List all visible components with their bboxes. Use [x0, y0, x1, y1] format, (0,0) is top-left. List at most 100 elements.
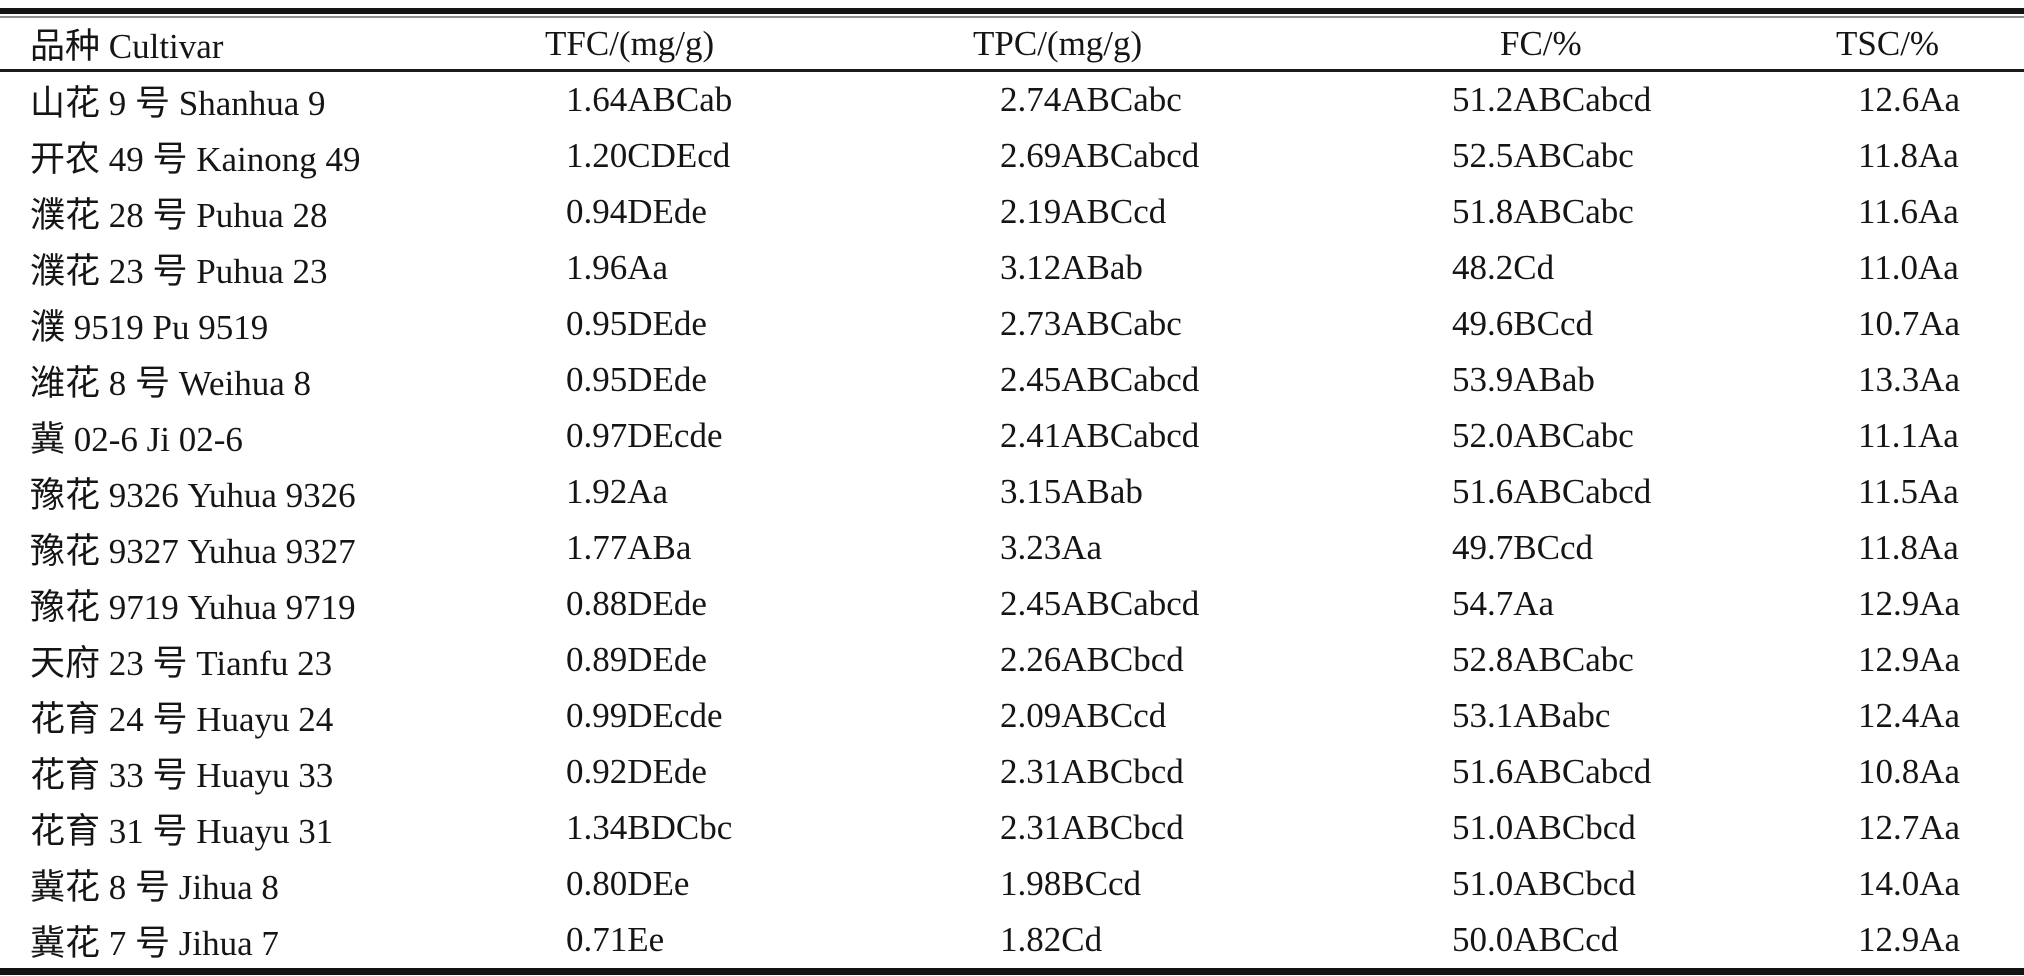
cell-tpc: 2.09ABCcd: [1000, 696, 1167, 735]
cell-cultivar: 花育 24 号 Huayu 24: [30, 699, 334, 739]
table-row: 花育 24 号 Huayu 24 0.99DEcde 2.09ABCcd 53.…: [0, 688, 2024, 744]
cell-cultivar: 豫花 9719 Yuhua 9719: [30, 587, 356, 627]
cell-fc: 51.0ABCbcd: [1452, 864, 1636, 903]
cell-tpc: 2.74ABCabc: [1000, 80, 1182, 119]
cell-tpc: 2.73ABCabc: [1000, 304, 1182, 343]
cell-cultivar: 潍花 8 号 Weihua 8: [30, 363, 312, 403]
cell-fc: 52.5ABCabc: [1452, 136, 1634, 175]
cell-tfc: 0.95DEde: [566, 360, 707, 399]
cell-cultivar: 开农 49 号 Kainong 49: [30, 139, 361, 179]
cell-cultivar: 濮 9519 Pu 9519: [30, 307, 269, 347]
table-row: 潍花 8 号 Weihua 8 0.95DEde 2.45ABCabcd 53.…: [0, 352, 2024, 408]
cell-fc: 53.1ABabc: [1452, 696, 1611, 735]
cell-tfc: 1.96Aa: [566, 248, 669, 287]
cell-fc: 54.7Aa: [1452, 584, 1555, 623]
cell-tsc: 11.6Aa: [1858, 192, 1959, 231]
cell-tpc: 2.26ABCbcd: [1000, 640, 1184, 679]
cell-tsc: 12.9Aa: [1858, 584, 1961, 623]
cell-tpc: 1.82Cd: [1000, 920, 1103, 959]
cell-fc: 48.2Cd: [1452, 248, 1555, 287]
cell-cultivar: 山花 9 号 Shanhua 9: [30, 83, 326, 123]
table-row: 冀 02-6 Ji 02-6 0.97DEcde 2.41ABCabcd 52.…: [0, 408, 2024, 464]
table-body: 山花 9 号 Shanhua 9 1.64ABCab 2.74ABCabc 51…: [0, 71, 2024, 969]
cell-fc: 51.6ABCabcd: [1452, 752, 1652, 791]
table-row: 濮花 28 号 Puhua 28 0.94DEde 2.19ABCcd 51.8…: [0, 184, 2024, 240]
cell-cultivar: 冀 02-6 Ji 02-6: [30, 419, 243, 459]
cell-cultivar: 濮花 28 号 Puhua 28: [30, 195, 328, 235]
cell-fc: 51.8ABCabc: [1452, 192, 1634, 231]
cell-tfc: 1.92Aa: [566, 472, 669, 511]
cell-tfc: 0.94DEde: [566, 192, 707, 231]
cell-tsc: 10.8Aa: [1858, 752, 1961, 791]
table-row: 花育 33 号 Huayu 33 0.92DEde 2.31ABCbcd 51.…: [0, 744, 2024, 800]
cell-tpc: 3.15ABab: [1000, 472, 1143, 511]
cell-cultivar: 天府 23 号 Tianfu 23: [30, 643, 333, 683]
cell-fc: 51.2ABCabcd: [1452, 80, 1652, 119]
column-header-cultivar: 品种 Cultivar: [0, 18, 540, 72]
cell-tpc: 2.41ABCabcd: [1000, 416, 1200, 455]
cell-tsc: 11.0Aa: [1858, 248, 1959, 287]
table-row: 濮 9519 Pu 9519 0.95DEde 2.73ABCabc 49.6B…: [0, 296, 2024, 352]
cell-tsc: 11.1Aa: [1858, 416, 1959, 455]
cell-fc: 51.6ABCabcd: [1452, 472, 1652, 511]
cell-tfc: 0.99DEcde: [566, 696, 723, 735]
cell-tsc: 12.6Aa: [1858, 80, 1961, 119]
table-row: 花育 31 号 Huayu 31 1.34BDCbc 2.31ABCbcd 51…: [0, 800, 2024, 856]
cell-tsc: 14.0Aa: [1858, 864, 1961, 903]
cell-tpc: 2.45ABCabcd: [1000, 584, 1200, 623]
cell-tsc: 10.7Aa: [1858, 304, 1961, 343]
cell-cultivar: 花育 33 号 Huayu 33: [30, 755, 334, 795]
cell-tpc: 2.31ABCbcd: [1000, 808, 1184, 847]
header-row: 品种 Cultivar TFC/(mg/g) TPC/(mg/g) FC/% T…: [0, 18, 2024, 72]
cell-tsc: 11.8Aa: [1858, 136, 1959, 175]
cell-tsc: 13.3Aa: [1858, 360, 1961, 399]
cell-tfc: 0.97DEcde: [566, 416, 723, 455]
table-row: 冀花 7 号 Jihua 7 0.71Ee 1.82Cd 50.0ABCcd 1…: [0, 912, 2024, 968]
cell-tsc: 12.9Aa: [1858, 920, 1961, 959]
cell-fc: 52.0ABCabc: [1452, 416, 1634, 455]
cell-fc: 49.7BCcd: [1452, 528, 1593, 567]
cultivar-measurements-table: 品种 Cultivar TFC/(mg/g) TPC/(mg/g) FC/% T…: [0, 18, 2024, 968]
table-top-rule: [0, 8, 2024, 18]
table-row: 濮花 23 号 Puhua 23 1.96Aa 3.12ABab 48.2Cd …: [0, 240, 2024, 296]
table-row: 开农 49 号 Kainong 49 1.20CDEcd 2.69ABCabcd…: [0, 128, 2024, 184]
column-header-tsc: TSC/%: [1830, 18, 2024, 72]
cell-tsc: 11.8Aa: [1858, 528, 1959, 567]
table-row: 山花 9 号 Shanhua 9 1.64ABCab 2.74ABCabc 51…: [0, 71, 2024, 129]
cell-fc: 51.0ABCbcd: [1452, 808, 1636, 847]
cell-tfc: 1.77ABa: [566, 528, 692, 567]
cell-tfc: 1.20CDEcd: [566, 136, 731, 175]
cell-tfc: 1.34BDCbc: [566, 808, 733, 847]
table-row: 豫花 9326 Yuhua 9326 1.92Aa 3.15ABab 51.6A…: [0, 464, 2024, 520]
table-row: 冀花 8 号 Jihua 8 0.80DEe 1.98BCcd 51.0ABCb…: [0, 856, 2024, 912]
cell-cultivar: 冀花 7 号 Jihua 7: [30, 923, 279, 963]
cell-cultivar: 豫花 9326 Yuhua 9326: [30, 475, 356, 515]
cell-tfc: 0.80DEe: [566, 864, 690, 903]
cell-tfc: 1.64ABCab: [566, 80, 733, 119]
cell-fc: 53.9ABab: [1452, 360, 1595, 399]
cell-tsc: 12.4Aa: [1858, 696, 1961, 735]
cell-tpc: 1.98BCcd: [1000, 864, 1141, 903]
cell-tpc: 3.23Aa: [1000, 528, 1103, 567]
cell-tpc: 2.31ABCbcd: [1000, 752, 1184, 791]
cell-tsc: 12.7Aa: [1858, 808, 1961, 847]
cell-tpc: 2.69ABCabcd: [1000, 136, 1200, 175]
cell-tsc: 11.5Aa: [1858, 472, 1959, 511]
cell-fc: 49.6BCcd: [1452, 304, 1593, 343]
table-header: 品种 Cultivar TFC/(mg/g) TPC/(mg/g) FC/% T…: [0, 18, 2024, 72]
cell-tfc: 0.88DEde: [566, 584, 707, 623]
cell-tfc: 0.92DEde: [566, 752, 707, 791]
table-row: 豫花 9719 Yuhua 9719 0.88DEde 2.45ABCabcd …: [0, 576, 2024, 632]
cell-cultivar: 花育 31 号 Huayu 31: [30, 811, 334, 851]
column-header-tfc: TFC/(mg/g): [540, 18, 970, 72]
column-header-tpc: TPC/(mg/g): [970, 18, 1430, 72]
cell-cultivar: 豫花 9327 Yuhua 9327: [30, 531, 356, 571]
cell-fc: 50.0ABCcd: [1452, 920, 1619, 959]
table-bottom-rule: [0, 968, 2024, 975]
cell-cultivar: 濮花 23 号 Puhua 23: [30, 251, 328, 291]
cell-tfc: 0.71Ee: [566, 920, 665, 959]
column-header-fc: FC/%: [1430, 18, 1830, 72]
cell-tfc: 0.89DEde: [566, 640, 707, 679]
cell-tpc: 3.12ABab: [1000, 248, 1143, 287]
